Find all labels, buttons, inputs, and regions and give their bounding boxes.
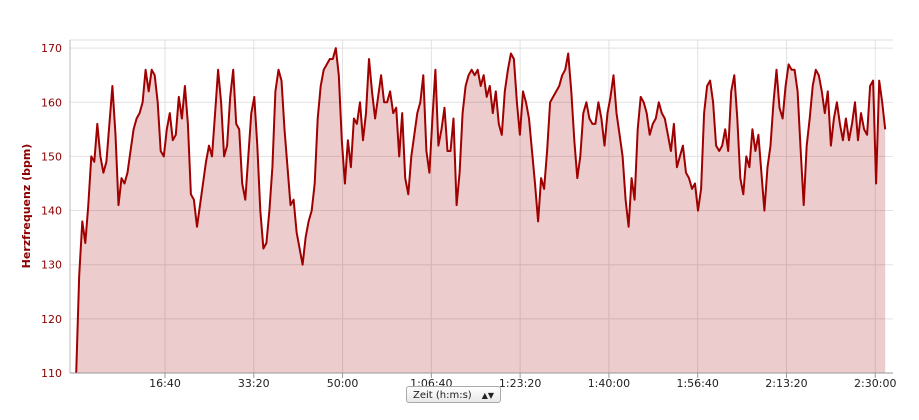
y-tick-label: 110 bbox=[41, 367, 62, 380]
x-tick-label: 16:40 bbox=[149, 377, 181, 390]
y-tick-label: 170 bbox=[41, 42, 62, 55]
y-tick-label: 120 bbox=[41, 313, 62, 326]
x-tick-label: 1:56:40 bbox=[676, 377, 718, 390]
x-unit-label: Zeit (h:m:s) bbox=[413, 390, 472, 401]
x-tick-label: 50:00 bbox=[327, 377, 359, 390]
y-tick-label: 140 bbox=[41, 205, 62, 218]
x-tick-label: 2:13:20 bbox=[765, 377, 807, 390]
y-axis-label: Herzfrequenz (bpm) bbox=[20, 144, 33, 269]
area-fill bbox=[76, 48, 886, 373]
x-tick-label: 1:40:00 bbox=[588, 377, 630, 390]
x-tick-label: 1:23:20 bbox=[499, 377, 541, 390]
y-tick-label: 150 bbox=[41, 150, 62, 163]
x-tick-label: 2:30:00 bbox=[854, 377, 896, 390]
line bbox=[75, 47, 887, 374]
y-tick-label: 160 bbox=[41, 96, 62, 109]
x-tick-label: 33:20 bbox=[238, 377, 270, 390]
select-arrow: ▲▼ bbox=[481, 391, 494, 400]
y-tick-label: 130 bbox=[41, 259, 62, 272]
x-unit-select[interactable]: Zeit (h:m:s) ▲▼ bbox=[406, 386, 501, 403]
